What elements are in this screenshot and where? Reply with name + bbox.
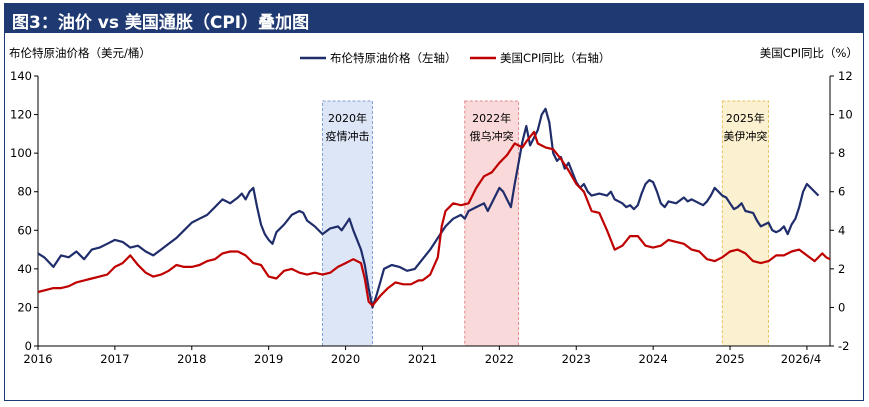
left-tick-label: 120	[10, 108, 32, 122]
left-tick-label: 140	[10, 69, 32, 83]
left-tick-label: 20	[17, 300, 32, 314]
us-cpi-line	[37, 130, 831, 307]
region-event-label-1: 俄乌冲突	[470, 129, 514, 143]
x-tick-label: 2026/4	[781, 352, 821, 366]
chart-frame	[4, 33, 864, 401]
right-tick-label: 0	[838, 300, 845, 314]
right-tick-label: 12	[838, 69, 853, 83]
axes: 0 20 40 60 80 100 120 140 -2 0 2 4 6 8 10 12 2016 2017 201…	[10, 69, 853, 366]
chart-title: 图3：油价 vs 美国通胀（CPI）叠加图	[12, 13, 310, 33]
right-tick-label: 4	[838, 223, 845, 237]
x-tick-label: 2020	[331, 352, 360, 366]
left-tick-label: 40	[17, 262, 32, 276]
x-tick-label: 2024	[639, 352, 668, 366]
right-tick-label: 8	[838, 146, 845, 160]
legend: 布伦特原油价格（左轴） 美国CPI同比（右轴）	[300, 51, 610, 65]
x-tick-label: 2021	[408, 352, 437, 366]
x-tick-label: 2025	[715, 352, 744, 366]
x-tick-label: 2017	[100, 352, 129, 366]
region-event-label-2: 美伊冲突	[723, 129, 767, 143]
left-tick-label: 0	[25, 339, 32, 353]
legend-label-1: 美国CPI同比（右轴）	[500, 51, 610, 65]
right-tick-label: -2	[838, 339, 849, 353]
title-bar: 图3：油价 vs 美国通胀（CPI）叠加图	[4, 3, 864, 33]
region-event-label-0: 疫情冲击	[325, 129, 369, 143]
right-tick-label: 6	[838, 185, 845, 199]
x-tick-label: 2022	[485, 352, 514, 366]
region-year-label-1: 2022年	[472, 111, 511, 125]
shaded-region-2	[721, 100, 769, 347]
left-axis-label: 布伦特原油价格（美元/桶）	[9, 46, 151, 60]
right-tick-label: 10	[838, 108, 853, 122]
legend-label-0: 布伦特原油价格（左轴）	[330, 51, 457, 65]
right-axis-label: 美国CPI同比（%）	[760, 46, 858, 60]
right-tick-label: 2	[838, 262, 845, 276]
left-tick-label: 80	[17, 185, 32, 199]
x-tick-label: 2023	[562, 352, 591, 366]
region-year-label-0: 2020年	[328, 111, 367, 125]
left-tick-label: 100	[10, 146, 32, 160]
x-tick-label: 2016	[23, 352, 52, 366]
left-tick-label: 60	[17, 223, 32, 237]
x-tick-label: 2019	[254, 352, 283, 366]
region-year-label-2: 2025年	[726, 111, 765, 125]
x-tick-label: 2018	[177, 352, 206, 366]
brent-oil-line	[37, 107, 820, 309]
series-lines	[37, 107, 831, 309]
